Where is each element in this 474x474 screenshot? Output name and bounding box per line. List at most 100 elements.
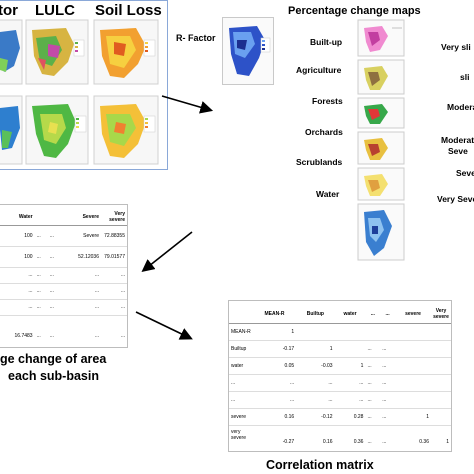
corr-col-header: severe — [405, 310, 421, 317]
table-row: water 0.05 -0.03 1 ... ... — [229, 357, 451, 374]
area-cell: ... — [36, 288, 41, 294]
correlation-matrix-caption: Correlation matrix — [266, 458, 374, 472]
arrow-table-to-correlation — [135, 311, 193, 340]
corr-cell — [395, 391, 431, 408]
corr-cell: severe — [231, 413, 247, 420]
area-cell: ... — [49, 333, 54, 339]
percentage-maps-title: Percentage change maps — [288, 5, 421, 17]
corr-col-header: Builtup — [306, 310, 324, 317]
corr-cell: ... — [382, 396, 387, 403]
corr-cell: ... — [328, 379, 333, 386]
area-cell: ... — [36, 232, 41, 239]
area-col-header: Very severe — [109, 210, 125, 223]
corr-cell: ... — [382, 439, 387, 445]
corr-cell: -0.12 — [321, 413, 333, 420]
correlation-matrix-table: MEAN-R Builtup water ... ... severe Very… — [229, 305, 451, 445]
corr-cell: 0.16 — [322, 439, 333, 445]
area-cell: ... — [36, 253, 41, 260]
panel-title-r-factor: tor — [0, 2, 18, 19]
corr-cell — [431, 374, 451, 391]
table-row: ... ... ... ... ... ... — [229, 391, 451, 408]
area-cell: ... — [28, 288, 33, 294]
area-cell: ... — [28, 304, 33, 310]
corr-cell: 0.16 — [284, 413, 295, 420]
severity-label-7: Very Seve — [437, 194, 474, 204]
area-col-header — [48, 209, 61, 225]
corr-cell: ... — [290, 396, 295, 403]
corr-cell: -0.03 — [321, 362, 333, 369]
corr-cell: 1 — [426, 413, 429, 420]
corr-cell: Builtup — [231, 345, 247, 352]
corr-cell: water — [231, 362, 244, 369]
corr-cell: 0.36 — [353, 439, 364, 445]
corr-cell: ... — [367, 379, 372, 386]
table-row: Builtup -0.17 1 ... ... — [229, 340, 451, 357]
corr-cell: 0.05 — [284, 362, 295, 369]
area-table-caption-line1: ge change of area — [0, 352, 107, 366]
corr-cell: ... — [367, 439, 372, 445]
table-row: ... ... ... ... ... — [0, 267, 127, 283]
corr-cell: 1 — [329, 345, 333, 352]
table-row: ... ... ... ... ... ... — [229, 374, 451, 391]
table-row: very severe -0.27 0.16 0.36 ... ... 0.36… — [229, 425, 451, 445]
corr-col-header: water — [343, 310, 357, 317]
severity-label-1: Very sli — [441, 42, 471, 52]
area-cell: Severe — [83, 232, 99, 239]
area-col-header: Water — [18, 213, 33, 220]
area-cell: 16.7483 — [14, 333, 33, 339]
corr-cell — [431, 391, 451, 408]
category-scrublands: Scrublands — [296, 157, 343, 167]
corr-cell — [431, 323, 451, 340]
category-builtup: Built-up — [310, 37, 343, 47]
corr-cell: ... — [367, 345, 372, 352]
category-orchards: Orchards — [305, 127, 343, 137]
area-cell: ... — [49, 288, 54, 294]
area-cell: ... — [120, 304, 125, 310]
corr-col-header: Very severe — [433, 307, 449, 320]
corr-cell: ... — [367, 396, 372, 403]
area-change-table: Water Severe Very severe 100 ... ... Sev… — [0, 209, 127, 339]
area-cell: ... — [28, 272, 33, 278]
area-cell: 100 — [24, 253, 33, 260]
severity-label-6: Seve — [456, 168, 474, 178]
category-forests: Forests — [312, 96, 343, 106]
corr-cell — [335, 323, 366, 340]
corr-cell — [296, 323, 334, 340]
left-map-grid — [0, 19, 159, 165]
severity-label-3: Modera — [447, 102, 474, 112]
table-row: ... ... ... ... ... — [0, 299, 127, 315]
area-cell: ... — [36, 333, 41, 339]
corr-cell: 1 — [446, 439, 449, 445]
correlation-matrix-box: MEAN-R Builtup water ... ... severe Very… — [228, 300, 452, 452]
corr-cell: 1 — [291, 328, 295, 335]
corr-cell: ... — [382, 413, 387, 420]
area-cell: ... — [120, 272, 125, 278]
corr-cell: 0.28 — [353, 413, 364, 420]
panel-title-lulc: LULC — [35, 2, 75, 19]
corr-cell: MEAN-R — [231, 328, 251, 335]
corr-cell: -0.17 — [282, 345, 295, 352]
corr-cell: 0.36 — [419, 439, 429, 445]
r-factor-label: R- Factor — [176, 33, 216, 43]
corr-cell: ... — [382, 345, 387, 352]
area-table-caption-line2: each sub-basin — [8, 369, 99, 383]
corr-cell — [431, 408, 451, 425]
area-cell: ... — [36, 304, 41, 310]
corr-cell — [431, 357, 451, 374]
severity-label-2: sli — [460, 72, 470, 82]
arrow-maps-to-area-table — [141, 231, 193, 272]
table-row: 16.7483 ... ... ... ... — [0, 315, 127, 339]
corr-cell: ... — [231, 379, 236, 386]
corr-cell — [395, 340, 431, 357]
arrow-panel-to-maps — [161, 95, 214, 114]
area-cell: ... — [49, 253, 54, 260]
corr-cell: ... — [382, 379, 387, 386]
table-row: ... ... ... ... ... — [0, 283, 127, 299]
percentage-map-stack — [357, 19, 405, 261]
area-cell: ... — [94, 333, 99, 339]
area-cell: ... — [36, 272, 41, 278]
corr-col-header: ... — [385, 310, 390, 317]
area-cell: ... — [49, 304, 54, 310]
corr-cell: 1 — [360, 362, 364, 369]
